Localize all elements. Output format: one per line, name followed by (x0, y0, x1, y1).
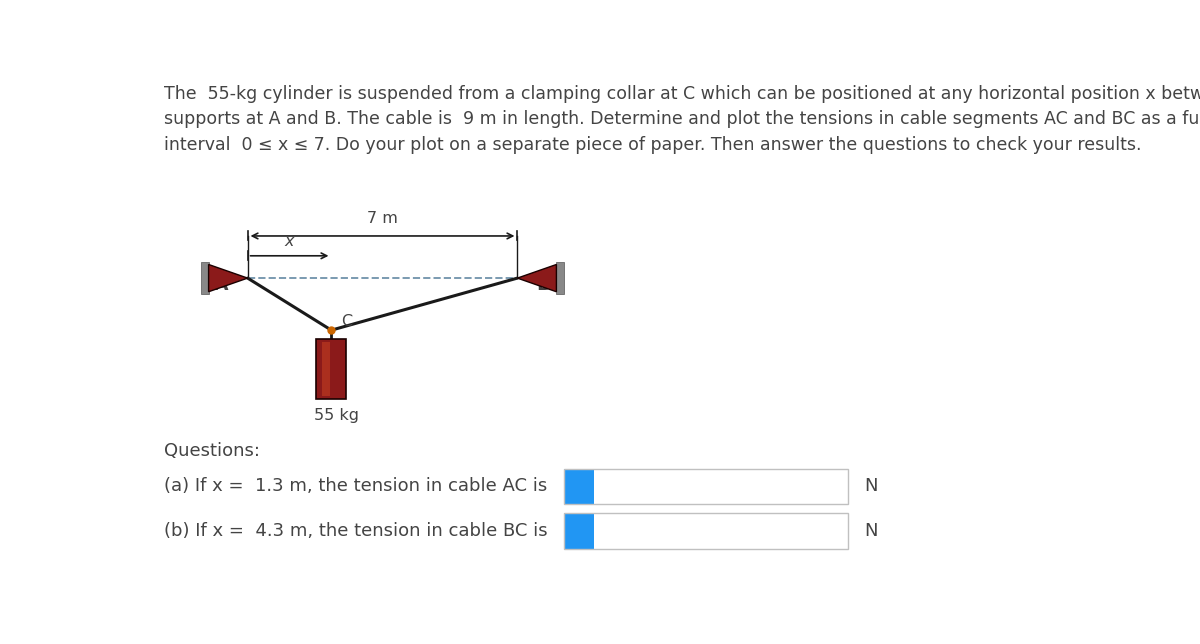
Text: (a) If x =  1.3 m, the tension in cable AC is: (a) If x = 1.3 m, the tension in cable A… (164, 477, 547, 495)
Text: Questions:: Questions: (164, 442, 260, 460)
Bar (594, 513, 847, 549)
Text: The  55-kg cylinder is suspended from a clamping collar at C which can be positi: The 55-kg cylinder is suspended from a c… (164, 85, 1200, 154)
Text: A: A (215, 274, 229, 294)
Bar (202, 262, 209, 294)
Bar (557, 262, 564, 294)
Bar (317, 339, 347, 399)
Text: C: C (341, 314, 352, 329)
Text: x: x (284, 234, 294, 249)
Polygon shape (517, 265, 557, 292)
Bar (564, 513, 594, 549)
Text: N: N (864, 522, 877, 540)
Text: N: N (864, 477, 877, 495)
Bar (323, 342, 330, 395)
Polygon shape (209, 265, 247, 292)
Text: 7 m: 7 m (367, 211, 398, 226)
Text: i: i (576, 522, 582, 540)
Bar (564, 469, 847, 504)
Text: i: i (576, 477, 582, 495)
Bar (564, 513, 847, 549)
Text: 55 kg: 55 kg (313, 408, 359, 422)
Text: (b) If x =  4.3 m, the tension in cable BC is: (b) If x = 4.3 m, the tension in cable B… (164, 522, 547, 540)
Text: B: B (536, 274, 551, 294)
Bar (594, 469, 847, 504)
Bar (564, 469, 594, 504)
